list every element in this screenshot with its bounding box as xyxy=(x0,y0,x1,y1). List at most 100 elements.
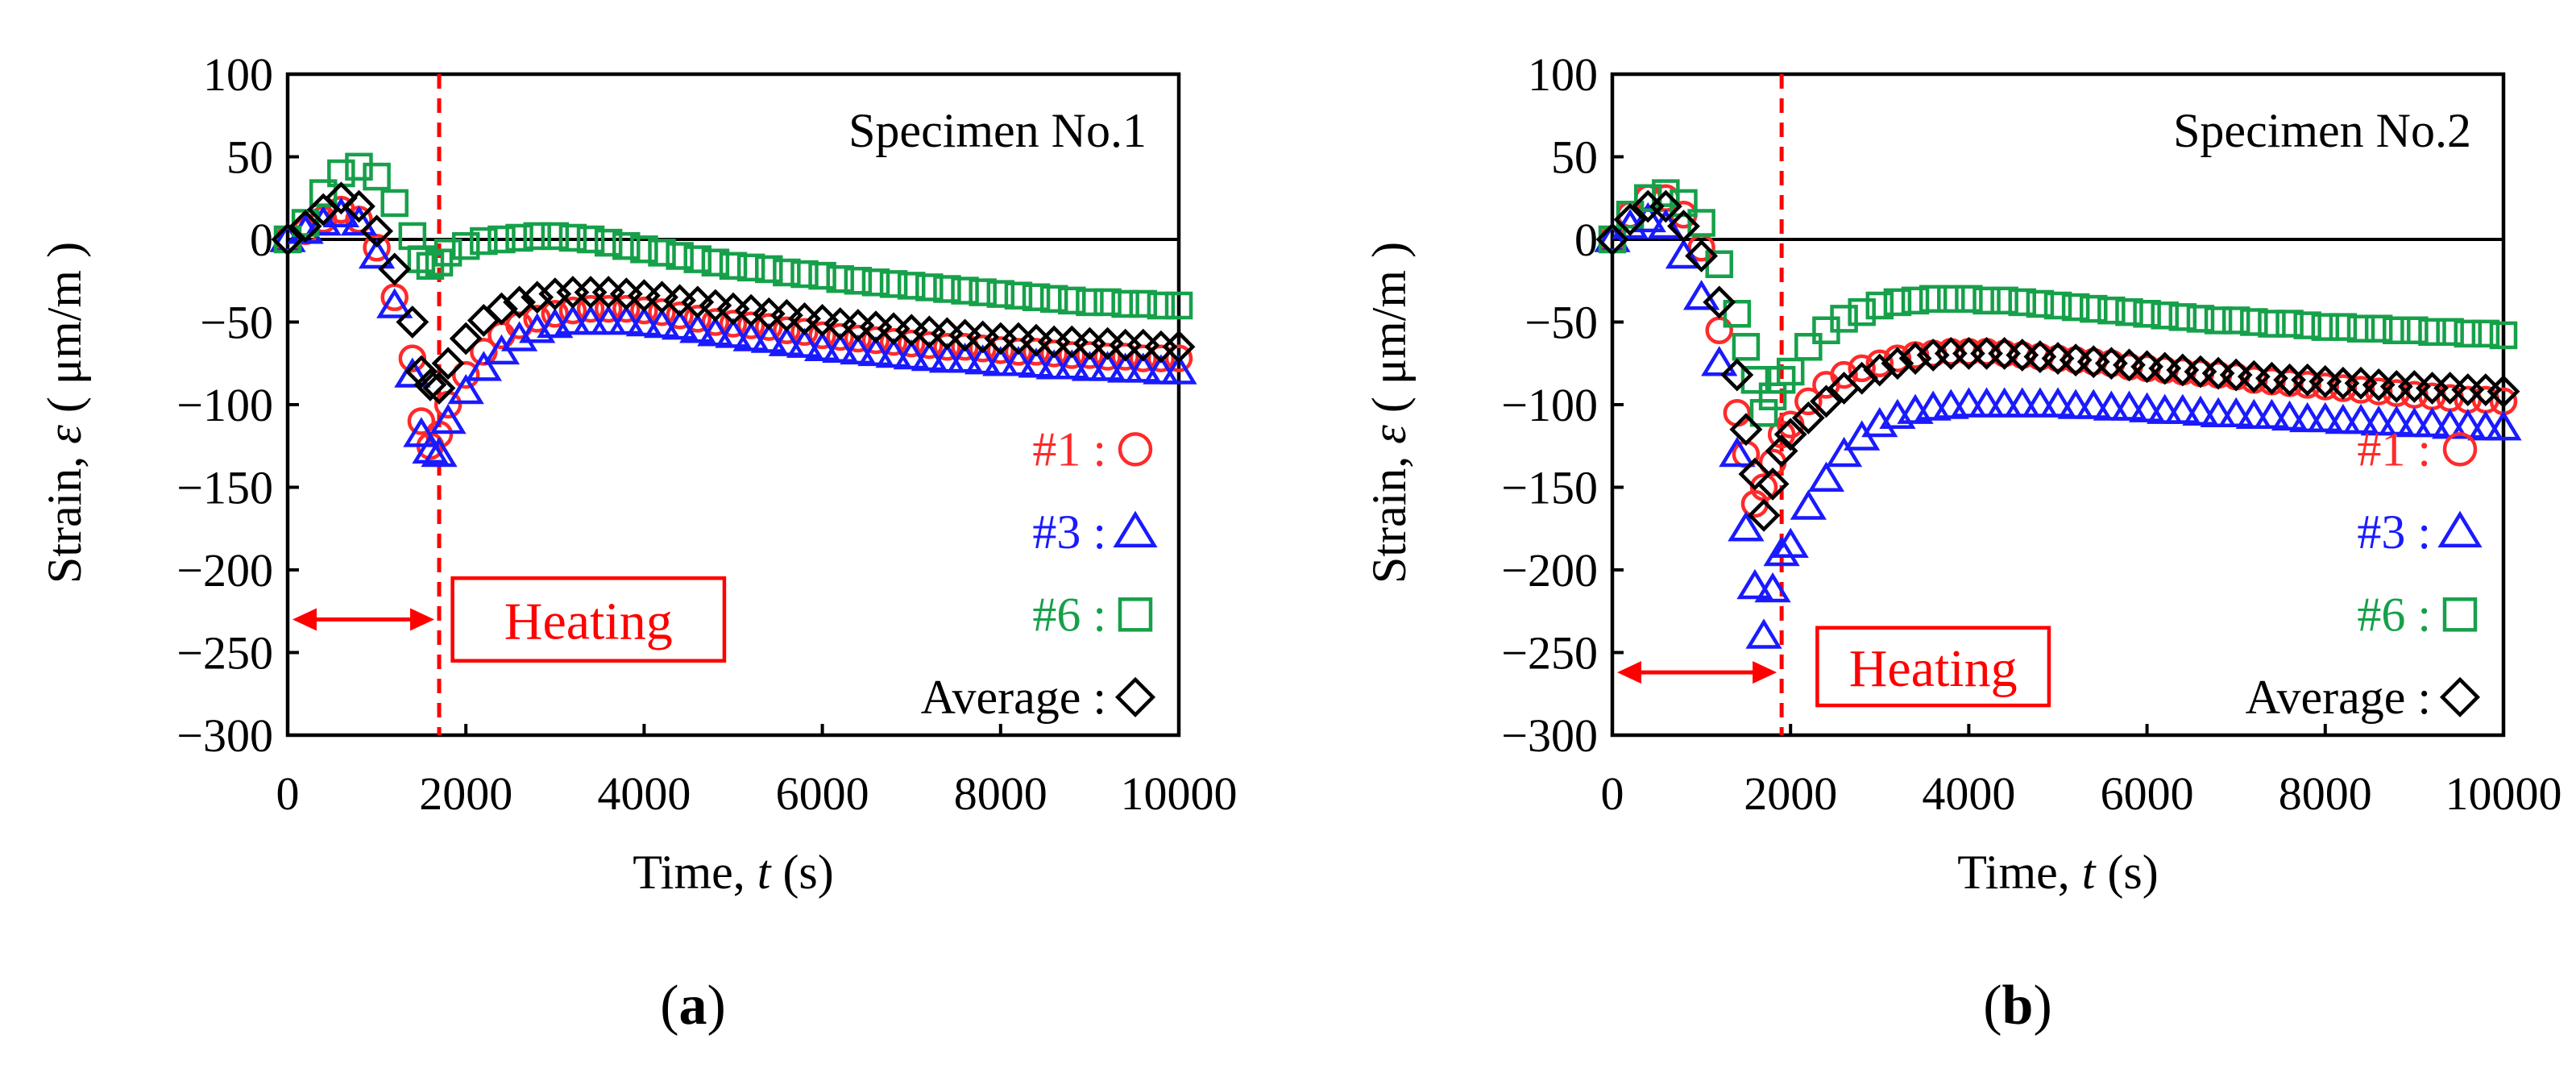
data-point-s6 xyxy=(879,270,908,298)
data-point-avg xyxy=(431,347,465,380)
y-axis-label-symbol: ε xyxy=(38,425,91,444)
data-point-s3 xyxy=(786,327,823,358)
data-point-avg xyxy=(360,214,394,248)
data-point-s1 xyxy=(719,310,748,338)
legend-label-s6: #6 : xyxy=(2357,588,2431,641)
y-axis-label-text: Strain, xyxy=(38,444,91,584)
data-point-s6 xyxy=(2026,289,2055,318)
data-point-s3 xyxy=(893,339,930,370)
y-tick-label: −300 xyxy=(1501,709,1598,762)
data-point-s6 xyxy=(826,264,854,293)
data-point-s6 xyxy=(1740,366,1769,394)
data-point-s3 xyxy=(662,310,699,340)
data-point-s3 xyxy=(822,332,859,364)
data-point-avg xyxy=(1667,210,1700,243)
data-point-s6 xyxy=(1919,285,1948,314)
data-point-s3 xyxy=(2039,387,2076,418)
data-point-s6 xyxy=(861,268,890,297)
data-point-avg xyxy=(1738,457,1772,491)
data-point-s6 xyxy=(701,248,730,276)
data-point-s6 xyxy=(1058,286,1086,315)
data-point-s1 xyxy=(701,308,730,336)
data-point-s6 xyxy=(736,253,765,282)
specimen-annotation: Specimen No.2 xyxy=(2173,104,2471,157)
data-point-s6 xyxy=(2471,319,2500,348)
data-point-s6 xyxy=(1004,281,1033,310)
data-point-s3 xyxy=(447,374,484,405)
legend-marker-s3 xyxy=(1113,510,1158,548)
data-point-avg xyxy=(404,355,438,389)
data-point-s1 xyxy=(558,296,587,325)
data-point-avg xyxy=(396,306,429,339)
x-tick-label: 0 xyxy=(276,767,300,820)
data-point-avg xyxy=(734,293,768,327)
data-point-s3 xyxy=(928,343,966,373)
y-tick-label: −200 xyxy=(1501,544,1598,597)
data-point-s3 xyxy=(2485,410,2522,441)
data-point-s6 xyxy=(1749,399,1778,427)
data-point-s3 xyxy=(964,344,1002,375)
data-point-s6 xyxy=(2221,306,2250,335)
x-tick-label: 6000 xyxy=(776,767,869,820)
data-point-s3 xyxy=(1968,387,2006,418)
y-tick-label: −50 xyxy=(1524,297,1598,349)
x-tick-label: 4000 xyxy=(597,767,691,820)
data-point-avg xyxy=(1720,358,1754,392)
data-point-s6 xyxy=(1767,366,1796,394)
x-axis-label-symbol: t xyxy=(2082,846,2097,899)
data-point-s3 xyxy=(1861,407,1898,438)
data-point-s6 xyxy=(1093,288,1122,317)
data-point-s6 xyxy=(558,223,587,252)
data-point-avg xyxy=(645,281,678,314)
data-point-s3 xyxy=(2342,403,2379,434)
data-point-s6 xyxy=(1794,333,1823,361)
data-point-s1 xyxy=(773,316,801,344)
data-point-s3 xyxy=(1790,489,1827,520)
data-point-s1 xyxy=(844,324,873,353)
data-point-s1 xyxy=(1794,387,1823,416)
data-point-s6 xyxy=(1076,288,1104,317)
data-point-s3 xyxy=(2022,387,2059,418)
data-point-avg xyxy=(1898,342,1932,376)
data-point-s1 xyxy=(1865,349,1894,377)
data-point-avg xyxy=(503,285,536,319)
legend-label-s6: #6 : xyxy=(1032,588,1106,641)
x-tick-label: 10000 xyxy=(1121,767,1238,820)
data-point-s3 xyxy=(1160,354,1197,385)
data-point-s6 xyxy=(2133,300,2161,328)
heating-arrow-head-left xyxy=(292,608,317,631)
data-point-s1 xyxy=(363,234,391,262)
series-s6 xyxy=(273,152,1193,320)
data-point-s6 xyxy=(425,248,454,276)
data-point-avg xyxy=(2487,375,2520,409)
data-point-s6 xyxy=(1164,291,1193,320)
x-axis: 0 2000 4000 6000 8000 10000 xyxy=(276,724,1238,820)
data-point-s3 xyxy=(768,326,805,356)
data-point-s6 xyxy=(1848,297,1876,326)
y-axis: 100 50 0 −50 −100 −150 −200 −250 −300 xyxy=(176,48,299,762)
legend-label-s1: #1 : xyxy=(2357,422,2431,476)
data-point-s1 xyxy=(648,297,676,326)
y-axis-label-unit: ( μm/m ) xyxy=(1363,242,1416,425)
data-point-s3 xyxy=(643,308,681,339)
heating-label: Heating xyxy=(1849,639,2018,698)
data-point-s6 xyxy=(844,267,873,295)
data-point-s3 xyxy=(572,304,609,335)
y-tick-label: −250 xyxy=(176,627,273,680)
data-point-s3 xyxy=(465,351,502,381)
data-point-s3 xyxy=(1719,436,1756,468)
data-point-s1 xyxy=(754,313,783,341)
x-tick-label: 8000 xyxy=(2279,767,2372,820)
data-point-s3 xyxy=(2289,401,2326,433)
y-axis: 100 50 0 −50 −100 −150 −200 −250 −300 xyxy=(1501,48,1624,762)
data-point-s3 xyxy=(2360,405,2397,436)
data-point-s1 xyxy=(1093,343,1122,371)
x-tick-label: 2000 xyxy=(1744,767,1837,820)
data-point-s6 xyxy=(2454,319,2483,348)
data-point-s3 xyxy=(2110,390,2148,421)
legend-marker-avg xyxy=(1114,676,1156,717)
data-point-s6 xyxy=(470,227,498,256)
data-point-s3 xyxy=(2235,398,2272,430)
x-tick-label: 2000 xyxy=(419,767,512,820)
data-point-s6 xyxy=(790,260,819,289)
